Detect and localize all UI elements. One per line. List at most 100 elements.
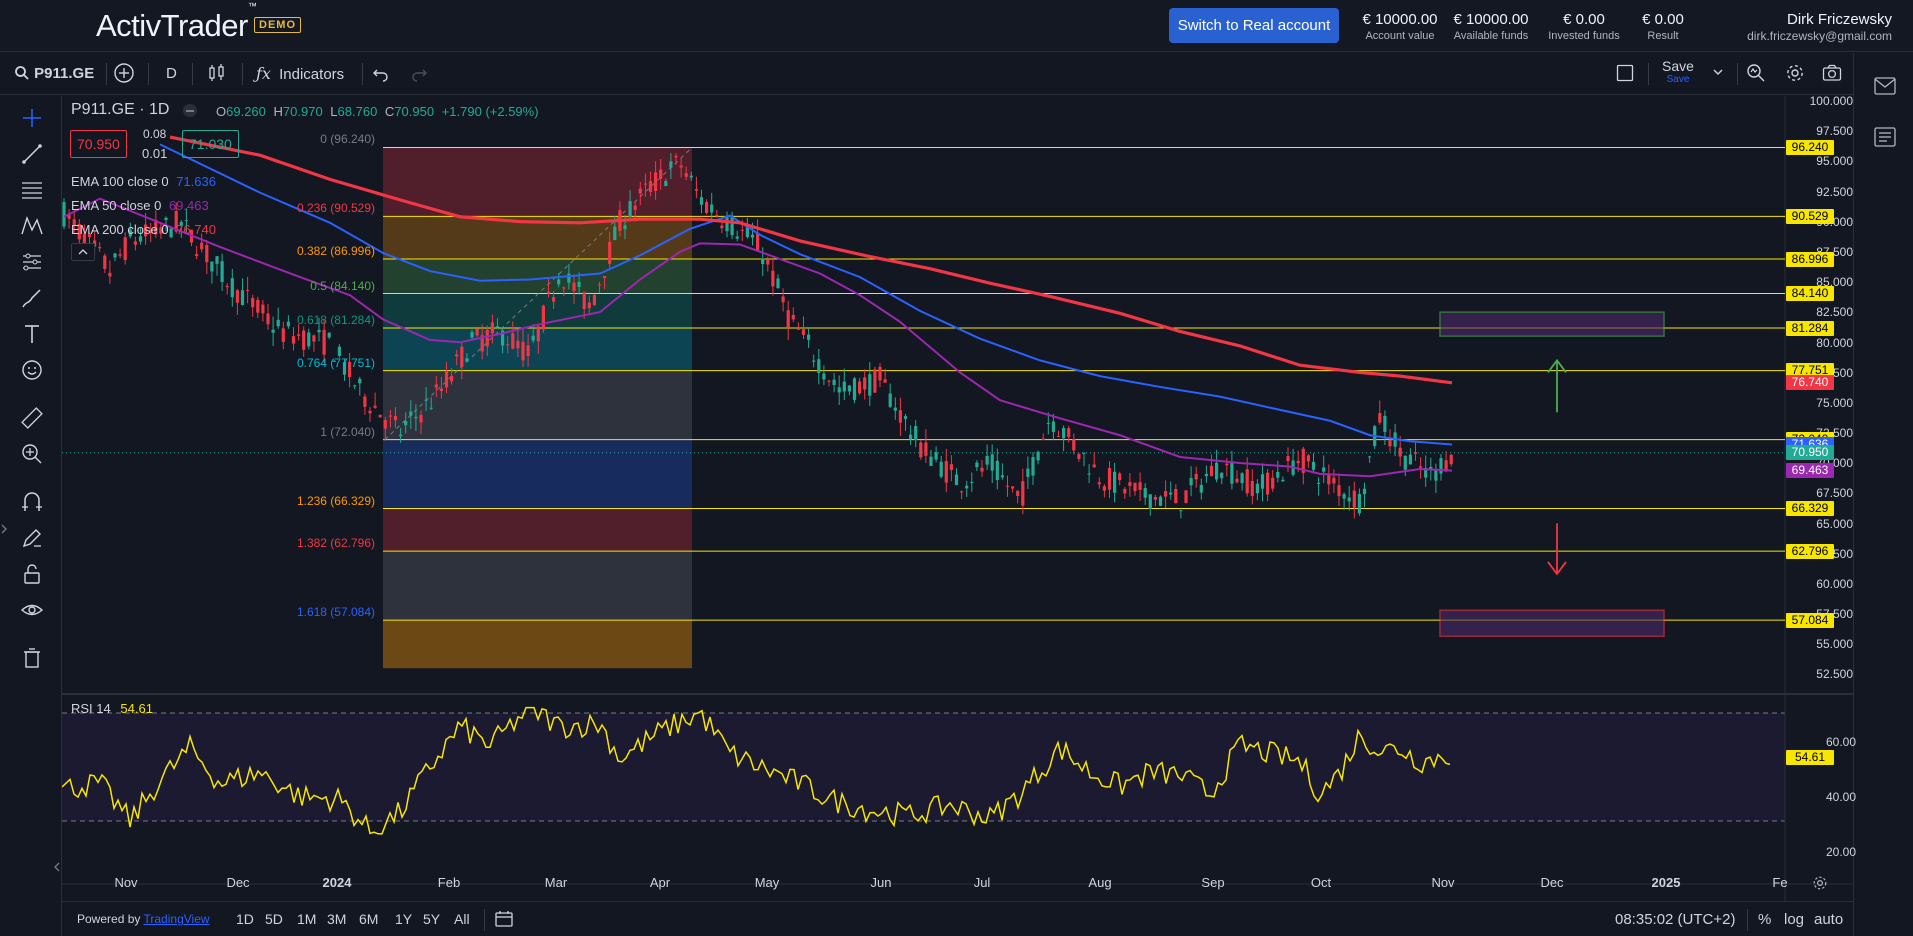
candle-body bbox=[1317, 482, 1321, 484]
clock[interactable]: 08:35:02 (UTC+2) bbox=[1615, 911, 1736, 928]
prediction-icon[interactable] bbox=[20, 250, 44, 274]
emoji-icon[interactable] bbox=[20, 358, 44, 382]
range-1m[interactable]: 1M bbox=[297, 911, 317, 927]
zoom-in-icon[interactable] bbox=[20, 442, 44, 466]
candle-body bbox=[526, 345, 530, 357]
candle-body bbox=[1169, 492, 1173, 495]
metric-value: € 10000.00 bbox=[1453, 11, 1529, 28]
fib-retracement-icon[interactable] bbox=[20, 178, 44, 202]
candle-body bbox=[562, 287, 566, 289]
collapse-legend-button[interactable] bbox=[71, 243, 95, 261]
logo-trademark: ™ bbox=[247, 0, 257, 11]
crosshair-icon[interactable] bbox=[20, 106, 44, 130]
range-5d[interactable]: 5D bbox=[265, 911, 283, 927]
candle-body bbox=[251, 298, 255, 308]
text-icon[interactable] bbox=[20, 322, 44, 346]
candle-body bbox=[128, 229, 132, 237]
switch-to-real-account-button[interactable]: Switch to Real account bbox=[1169, 8, 1339, 43]
undo-icon bbox=[373, 69, 388, 82]
candle-body bbox=[1368, 456, 1372, 458]
candle-body bbox=[1189, 477, 1193, 486]
lock-icon[interactable] bbox=[20, 562, 44, 586]
axis-settings-icon[interactable] bbox=[1812, 875, 1828, 891]
candle-body bbox=[643, 183, 647, 185]
percent-scale-toggle[interactable]: % bbox=[1758, 911, 1772, 928]
log-scale-toggle[interactable]: log bbox=[1784, 911, 1805, 928]
candle-body bbox=[990, 454, 994, 471]
interval-button[interactable]: D bbox=[166, 65, 177, 82]
mail-icon[interactable] bbox=[1873, 76, 1897, 96]
range-3m[interactable]: 3M bbox=[327, 911, 347, 927]
quick-search-button[interactable] bbox=[1746, 53, 1766, 95]
save-label: Save bbox=[1662, 58, 1694, 74]
candle-body bbox=[1408, 454, 1412, 465]
screenshot-button[interactable] bbox=[1822, 53, 1842, 95]
time-axis-label: Apr bbox=[649, 875, 671, 890]
tradingview-link[interactable]: TradingView bbox=[143, 912, 210, 926]
stay-in-drawing-mode-icon[interactable] bbox=[20, 526, 44, 550]
activtrader-logo[interactable]: ActivTrader™ bbox=[96, 1, 257, 44]
candle-body bbox=[62, 202, 66, 227]
candle-body bbox=[72, 219, 76, 225]
candle-body bbox=[1444, 460, 1448, 472]
save-button[interactable]: Save Save bbox=[1659, 58, 1697, 85]
range-1d[interactable]: 1D bbox=[236, 911, 254, 927]
undo-button[interactable] bbox=[372, 53, 390, 95]
symbol-search-button[interactable]: P911.GE bbox=[14, 53, 94, 95]
candle-body bbox=[1123, 488, 1127, 494]
user-account-menu[interactable]: Dirk Friczewsky dirk.friczewsky@gmail.co… bbox=[1747, 11, 1892, 43]
save-menu-button[interactable] bbox=[1712, 53, 1724, 95]
rsi-label: RSI bbox=[71, 701, 93, 716]
chevron-left-icon[interactable] bbox=[53, 860, 61, 874]
candle-body bbox=[225, 285, 229, 288]
ruler-icon[interactable] bbox=[20, 406, 44, 430]
buy-price-button[interactable]: 71.030 bbox=[182, 130, 239, 158]
candle-body bbox=[1077, 453, 1081, 459]
compare-symbol-button[interactable] bbox=[113, 53, 135, 95]
go-to-date-button[interactable] bbox=[494, 902, 514, 936]
fib-label: 0.764 (77.751) bbox=[296, 355, 375, 370]
magnet-icon[interactable] bbox=[20, 490, 44, 514]
candle-body bbox=[842, 381, 846, 392]
candle-body bbox=[281, 328, 285, 342]
fib-zone bbox=[383, 508, 692, 552]
indicators-button[interactable]: ƒx Indicators bbox=[256, 53, 344, 95]
brush-icon[interactable] bbox=[20, 286, 44, 310]
range-5y[interactable]: 5Y bbox=[423, 911, 441, 927]
layout-button[interactable] bbox=[1616, 53, 1634, 95]
ema200-legend[interactable]: EMA 200 close 0 76.740 bbox=[71, 222, 216, 237]
zoom-search-icon bbox=[1747, 64, 1765, 82]
calendar-icon bbox=[495, 911, 513, 927]
range-6m[interactable]: 6M bbox=[359, 911, 379, 927]
chevron-right-icon[interactable] bbox=[0, 522, 8, 536]
auto-scale-toggle[interactable]: auto bbox=[1814, 911, 1844, 928]
range-1y[interactable]: 1Y bbox=[395, 911, 413, 927]
price-axis-label: 85.000 bbox=[1816, 275, 1853, 290]
redo-button[interactable] bbox=[410, 53, 428, 95]
time-axis-label: Nov bbox=[114, 875, 138, 890]
ema50-legend[interactable]: EMA 50 close 0 69.463 bbox=[71, 198, 209, 213]
range-all[interactable]: All bbox=[454, 911, 470, 927]
ema100-legend[interactable]: EMA 100 close 0 71.636 bbox=[71, 174, 216, 189]
candle-body bbox=[164, 217, 168, 221]
time-axis-label: Nov bbox=[1431, 875, 1455, 890]
candle-body bbox=[633, 205, 637, 210]
candle-body bbox=[138, 236, 143, 242]
candle-body bbox=[1398, 447, 1402, 457]
chart-canvas[interactable] bbox=[62, 96, 1853, 901]
rsi-legend[interactable]: RSI 14 54.61 bbox=[71, 701, 153, 716]
trash-icon[interactable] bbox=[20, 646, 44, 670]
candle-body bbox=[312, 335, 316, 342]
settings-button[interactable] bbox=[1785, 53, 1805, 95]
eye-icon[interactable] bbox=[20, 598, 44, 622]
time-axis-label: Jun bbox=[870, 875, 892, 890]
candle-body bbox=[975, 462, 979, 468]
sell-price-button[interactable]: 70.950 bbox=[70, 130, 127, 158]
chart-type-button[interactable] bbox=[208, 53, 226, 95]
candle-body bbox=[235, 290, 239, 303]
news-icon[interactable] bbox=[1873, 126, 1897, 148]
candle-body bbox=[567, 273, 571, 283]
trend-line-icon[interactable] bbox=[20, 142, 44, 166]
pattern-icon[interactable] bbox=[20, 214, 44, 238]
candle-body bbox=[939, 461, 943, 477]
